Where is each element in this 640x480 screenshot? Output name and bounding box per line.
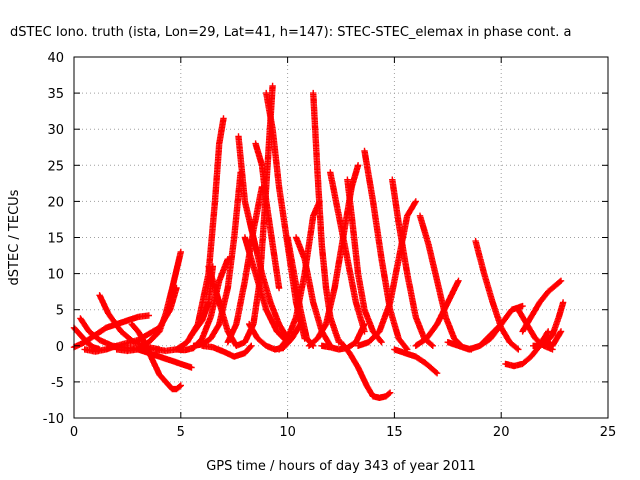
y-tick-label: 0: [56, 340, 64, 355]
series-track: [519, 277, 565, 335]
series-track: [235, 133, 291, 342]
y-tick-label: -10: [43, 412, 64, 427]
y-tick-label: 5: [56, 304, 64, 319]
data-series: [70, 82, 567, 401]
series-track: [416, 212, 475, 353]
x-tick-label: 25: [600, 425, 617, 440]
y-axis-label: dSTEC / TECUs: [7, 189, 22, 285]
series-track: [344, 176, 385, 346]
series-track: [252, 140, 283, 292]
x-axis-label: GPS time / hours of day 343 of year 2011: [206, 459, 476, 474]
series-track: [540, 328, 565, 349]
series-track: [389, 176, 436, 349]
y-tick-label: 35: [47, 87, 64, 102]
series-track: [241, 234, 291, 346]
x-tick-label: 10: [279, 425, 296, 440]
y-tick-label: 15: [47, 232, 64, 247]
series-track: [472, 237, 522, 353]
series-track: [327, 169, 368, 335]
y-tick-label: 40: [47, 51, 64, 66]
y-tick-label: -5: [51, 376, 64, 391]
series-track: [199, 342, 255, 360]
y-tick-label: 10: [47, 268, 64, 283]
y-tick-label: 30: [47, 123, 64, 138]
series-track: [190, 169, 244, 349]
x-tick-label: 20: [493, 425, 510, 440]
x-tick-label: 0: [70, 425, 78, 440]
series-track: [292, 234, 334, 349]
axis-ticks: 0 5 10 15 20 25 -10 -5 0 5 10 15 20 25 30 35 40: [43, 51, 617, 440]
x-tick-label: 15: [386, 425, 403, 440]
series-track: [412, 277, 462, 349]
series-track: [134, 346, 195, 371]
series-track: [337, 339, 394, 401]
series-track: [476, 302, 526, 349]
y-tick-label: 25: [47, 159, 64, 174]
series-track: [113, 248, 184, 355]
y-tick-label: 20: [47, 195, 64, 210]
series-track: [284, 234, 317, 349]
series-track: [391, 346, 441, 377]
x-tick-label: 5: [177, 425, 185, 440]
chart-title: dSTEC Iono. truth (ista, Lon=29, Lat=41,…: [10, 25, 572, 40]
